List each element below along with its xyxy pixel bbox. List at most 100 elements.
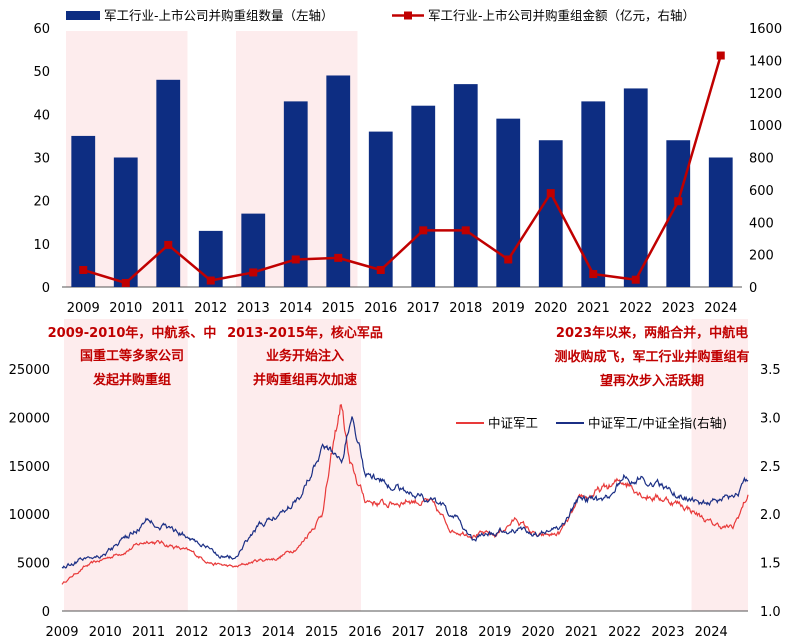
bar-2011 — [156, 79, 181, 287]
bottom-left-tick: 25000 — [9, 363, 50, 378]
annotation-2013-line-1: 2013-2015年，核心军品 — [227, 325, 383, 341]
bottom-lines — [61, 403, 749, 585]
top-left-tick: 10 — [33, 238, 50, 253]
top-left-tick: 40 — [33, 108, 50, 123]
top-left-tick: 0 — [42, 281, 50, 296]
bar-2010 — [113, 157, 138, 287]
annotation-2013-line-2: 业务开始注入 — [266, 348, 344, 364]
amount-point-2012 — [206, 276, 215, 285]
bar-2012 — [198, 230, 223, 287]
bottom-x-tick: 2010 — [89, 625, 122, 640]
annotation-2023-line-2: 测收购成飞，军工行业并购重组有 — [554, 349, 749, 365]
bottom-x-tick: 2022 — [608, 625, 641, 640]
top-x-tick: 2015 — [322, 301, 355, 316]
legend-ratio-label: 中证军工/中证全指(右轴) — [588, 416, 727, 431]
legend-csi-defense-label: 中证军工 — [488, 416, 538, 431]
bottom-right-tick: 1.5 — [760, 557, 781, 572]
amount-point-2015 — [334, 253, 343, 262]
amount-point-2017 — [419, 226, 428, 235]
bottom-right-tick: 1.0 — [760, 605, 781, 620]
top-x-tick: 2017 — [407, 301, 440, 316]
bottom-x-tick: 2020 — [522, 625, 555, 640]
top-x-tick: 2021 — [577, 301, 610, 316]
bottom-right-tick: 3.0 — [760, 411, 781, 426]
top-left-tick: 20 — [33, 195, 50, 210]
bottom-x-tick: 2024 — [695, 625, 728, 640]
amount-point-2013 — [249, 268, 258, 277]
bar-2009 — [71, 135, 96, 287]
top-right-tick: 0 — [749, 281, 757, 296]
top-x-tick: 2012 — [194, 301, 227, 316]
bottom-x-tick: 2012 — [175, 625, 208, 640]
bar-2015 — [326, 75, 351, 287]
bar-2017 — [411, 105, 436, 287]
bottom-left-tick: 5000 — [17, 557, 50, 572]
amount-point-2010 — [121, 278, 130, 287]
legend-line-label: 军工行业-上市公司并购重组金额（亿元，右轴） — [428, 8, 695, 23]
top-x-tick: 2018 — [449, 301, 482, 316]
bottom-x-tick: 2018 — [435, 625, 468, 640]
bar-2022 — [623, 88, 648, 287]
bar-2018 — [453, 84, 478, 287]
top-right-tick: 400 — [749, 216, 774, 231]
amount-point-2020 — [546, 189, 555, 198]
legend-bar-swatch — [66, 11, 100, 20]
bottom-x-tick: 2015 — [305, 625, 338, 640]
bar-2013 — [241, 213, 266, 287]
amount-point-2021 — [589, 270, 598, 279]
bar-2020 — [538, 140, 563, 287]
annotation-2023: 2023年以来，两船合并，中航电 测收购成飞，军工行业并购重组有 望再次步入活跃… — [554, 325, 749, 389]
annotation-2009: 2009-2010年，中航系、中 国重工等多家公司 发起并购重组 — [48, 325, 217, 388]
top-right-tick: 200 — [749, 249, 774, 264]
legend-bottom: 中证军工 中证军工/中证全指(右轴) — [456, 416, 727, 431]
ratio-line — [61, 416, 749, 569]
top-x-tick: 2010 — [109, 301, 142, 316]
top-right-tick: 1400 — [749, 54, 782, 69]
top-x-tick: 2019 — [492, 301, 525, 316]
top-x-tick: 2013 — [237, 301, 270, 316]
top-bars — [71, 75, 733, 288]
amount-point-2022 — [631, 275, 640, 284]
bar-2019 — [496, 118, 521, 288]
top-right-tick: 1600 — [749, 22, 782, 37]
bottom-right-tick: 2.5 — [760, 460, 781, 475]
legend-bar-label: 军工行业-上市公司并购重组数量（左轴） — [104, 8, 334, 23]
bottom-x-tick: 2014 — [262, 625, 295, 640]
amount-point-2024 — [716, 51, 725, 60]
bottom-x-tick: 2021 — [565, 625, 598, 640]
bottom-left-tick: 15000 — [9, 460, 50, 475]
bottom-left-tick: 20000 — [9, 411, 50, 426]
amount-point-2018 — [461, 226, 470, 235]
bar-2021 — [581, 101, 606, 287]
shade-bottom-0 — [64, 319, 188, 611]
bottom-axes: 0 5000 10000 15000 20000 25000 1.0 1.5 2.0 2.5 3.0… — [9, 363, 781, 640]
bottom-x-tick: 2016 — [348, 625, 381, 640]
annotation-2023-line-3: 望再次步入活跃期 — [600, 373, 704, 389]
bottom-left-tick: 0 — [42, 605, 50, 620]
annotation-2013: 2013-2015年，核心军品 业务开始注入 并购重组再次加速 — [227, 325, 383, 388]
top-x-tick: 2011 — [152, 301, 185, 316]
top-x-tick: 2023 — [662, 301, 695, 316]
top-amount-line — [79, 51, 725, 287]
top-right-tick: 1000 — [749, 119, 782, 134]
bottom-x-tick: 2023 — [651, 625, 684, 640]
bottom-x-tick: 2019 — [478, 625, 511, 640]
bar-2014 — [283, 101, 308, 287]
legend-top: 军工行业-上市公司并购重组数量（左轴） 军工行业-上市公司并购重组金额（亿元，右… — [66, 8, 695, 23]
shade-bottom-1 — [237, 319, 361, 611]
top-axes: 0102030405060020040060080010001200140016… — [33, 22, 782, 316]
top-x-tick: 2014 — [279, 301, 312, 316]
annotation-2013-line-3: 并购重组再次加速 — [253, 372, 357, 388]
csi-defense-line — [61, 403, 749, 585]
bottom-left-tick: 10000 — [9, 508, 50, 523]
bottom-x-tick: 2013 — [219, 625, 252, 640]
bottom-right-tick: 3.5 — [760, 363, 781, 378]
shaded-periods-bottom — [64, 319, 748, 611]
bottom-right-tick: 2.0 — [760, 508, 781, 523]
bottom-x-tick: 2011 — [132, 625, 165, 640]
amount-point-2009 — [79, 266, 88, 275]
top-right-tick: 1200 — [749, 87, 782, 102]
top-x-tick: 2022 — [619, 301, 652, 316]
top-x-tick: 2016 — [364, 301, 397, 316]
